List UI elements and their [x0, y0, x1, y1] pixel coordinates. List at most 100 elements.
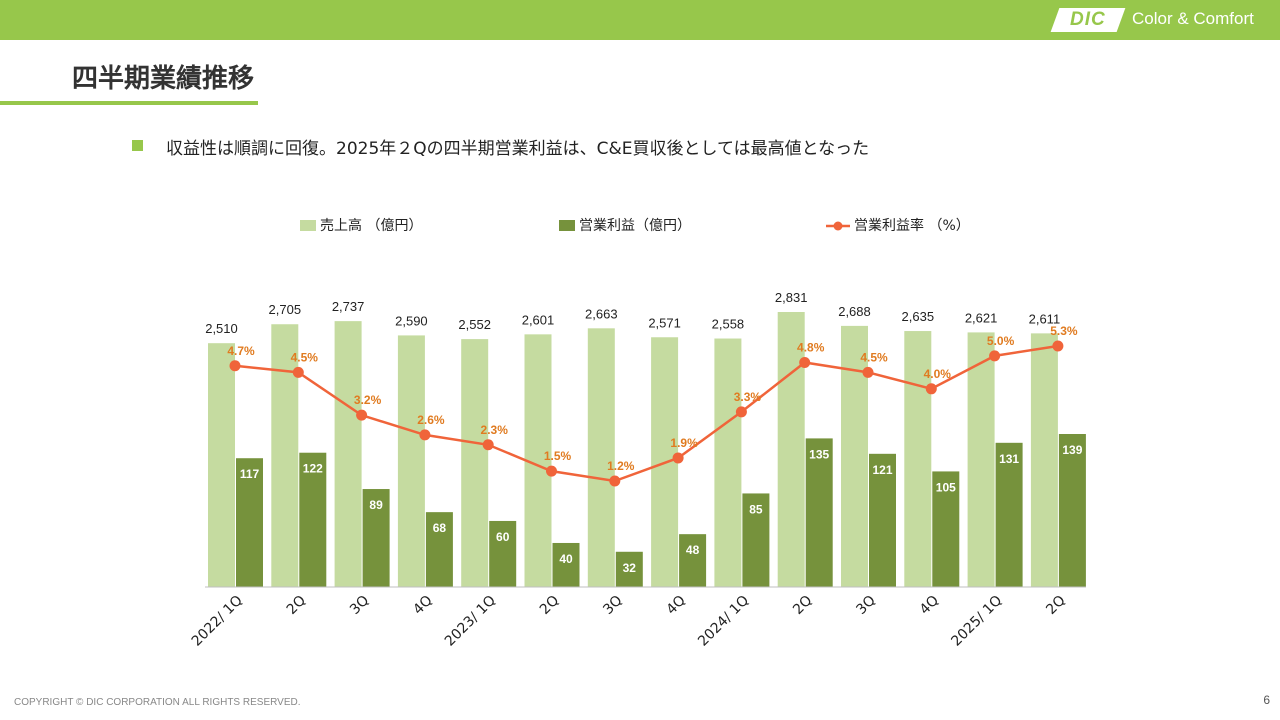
operating-margin-point [482, 439, 494, 451]
operating-margin-point [672, 452, 684, 464]
x-tick-label: 4Q [917, 593, 942, 618]
legend-label-operating-margin: 営業利益率 （%） [854, 217, 970, 234]
sales-bar [208, 343, 235, 587]
sales-value-label: 2,621 [965, 310, 998, 325]
operating-margin-line [229, 340, 1064, 487]
legend-swatch-sales [300, 220, 316, 231]
sales-value-label: 2,737 [332, 299, 365, 314]
operating-profit-bar [489, 520, 517, 587]
x-tick-label: 4Q [410, 593, 435, 618]
operating-profit-value-label: 122 [303, 462, 323, 476]
title-underline [0, 101, 258, 105]
data-labels: 2,510 117 2,705 122 2,737 89 2,590 68 2,552 60 2,6… [205, 290, 1083, 575]
sales-value-label: 2,688 [838, 304, 871, 319]
operating-margin-value-label: 1.2% [607, 459, 635, 473]
tagline: Color & Comfort [1132, 9, 1254, 28]
quarterly-performance-chart: 売上高 （億円） 営業利益（億円） 営業利益率 （%） 2,510 117 2,705 1… [189, 217, 1086, 650]
legend-swatch-operating-profit [559, 220, 575, 231]
bullet-text: 収益性は順調に回復。2025年２Qの四半期営業利益は、C&E買収後としては最高値… [166, 139, 870, 159]
operating-profit-value-label: 131 [999, 452, 1019, 466]
operating-profit-value-label: 135 [809, 447, 829, 461]
sales-value-label: 2,571 [648, 315, 681, 330]
sales-bar [587, 328, 615, 587]
operating-profit-bar [679, 534, 707, 587]
x-tick-labels: 2022/ 1Q 2Q 3Q 4Q 2023/ 1Q 2Q 3Q 4Q 2024/ 1Q 2Q 3Q… [189, 593, 1069, 650]
page-title: 四半期業績推移 [72, 64, 255, 94]
operating-profit-value-label: 117 [240, 467, 260, 481]
operating-profit-bar [742, 493, 770, 587]
chart-legend: 売上高 （億円） 営業利益（億円） 営業利益率 （%） [300, 217, 970, 234]
sales-value-label: 2,558 [712, 317, 745, 332]
operating-profit-bar [869, 453, 896, 587]
operating-profit-value-label: 48 [686, 543, 700, 557]
operating-margin-point [546, 465, 557, 477]
operating-margin-value-label: 3.2% [354, 393, 382, 407]
page-number: 6 [1263, 693, 1270, 707]
x-tick-label: 2022/ 1Q [189, 593, 246, 650]
operating-profit-value-label: 32 [623, 561, 637, 575]
sales-bar [397, 335, 425, 587]
sales-value-label: 2,705 [269, 302, 302, 317]
operating-profit-value-label: 68 [433, 521, 447, 535]
x-tick-label: 2025/ 1Q [948, 593, 1005, 650]
x-tick-label: 2Q [284, 593, 309, 618]
operating-margin-point [862, 366, 874, 378]
x-tick-label: 2024/ 1Q [695, 593, 752, 650]
operating-margin-point [799, 356, 811, 368]
operating-profit-bar [615, 551, 643, 587]
operating-margin-value-label: 2.3% [481, 423, 509, 437]
legend-label-sales: 売上高 （億円） [320, 217, 422, 234]
header-bar: DIC Color & Comfort [0, 0, 1280, 40]
operating-profit-bar [552, 542, 580, 587]
x-tick-label: 3Q [347, 593, 372, 618]
operating-margin-value-label: 4.8% [797, 340, 825, 354]
operating-profit-value-label: 60 [496, 530, 510, 544]
operating-margin-point [1052, 340, 1064, 352]
operating-profit-value-label: 40 [559, 552, 573, 566]
sales-bars [208, 312, 1058, 587]
operating-profit-bar [362, 489, 390, 587]
operating-profit-bar [425, 512, 453, 587]
operating-margin-point [356, 409, 368, 421]
operating-profit-bars [236, 434, 1086, 587]
sales-bar [904, 331, 932, 587]
operating-margin-value-label: 4.7% [227, 344, 255, 358]
legend-marker-operating-margin [833, 221, 843, 231]
sales-value-label: 2,635 [902, 309, 935, 324]
sales-value-label: 2,663 [585, 306, 618, 321]
operating-margin-value-label: 5.3% [1050, 324, 1078, 338]
sales-value-label: 2,510 [205, 321, 238, 336]
operating-margin-value-label: 1.9% [670, 436, 698, 450]
sales-value-label: 2,590 [395, 313, 428, 328]
operating-margin-point [292, 366, 304, 378]
operating-margin-point [609, 475, 621, 487]
sales-value-label: 2,831 [775, 290, 808, 305]
operating-margin-value-label: 4.0% [924, 367, 952, 381]
operating-margin-value-label: 1.5% [544, 449, 572, 463]
sales-value-label: 2,601 [522, 312, 555, 327]
sales-value-label: 2,552 [458, 317, 491, 332]
sales-bar [714, 338, 742, 587]
sales-bar [1030, 333, 1058, 587]
operating-margin-series-line [234, 344, 1059, 483]
operating-margin-value-label: 4.5% [291, 350, 319, 364]
operating-profit-bar [995, 442, 1023, 587]
operating-profit-value-label: 105 [936, 480, 956, 494]
operating-profit-value-label: 89 [369, 498, 383, 512]
sales-bar [777, 312, 805, 587]
operating-profit-value-label: 121 [872, 463, 892, 477]
x-tick-label: 3Q [600, 593, 625, 618]
operating-margin-point [419, 429, 431, 441]
x-tick-label: 2Q [790, 593, 815, 618]
operating-margin-point [735, 406, 747, 418]
operating-margin-value-label: 2.6% [417, 413, 445, 427]
sales-bar [334, 321, 362, 587]
copyright: COPYRIGHT © DIC CORPORATION ALL RIGHTS R… [14, 697, 301, 708]
operating-profit-value-label: 139 [1062, 443, 1082, 457]
operating-margin-point [229, 360, 241, 372]
operating-margin-point [925, 383, 937, 395]
x-tick-label: 2Q [1043, 593, 1068, 618]
operating-profit-bar [805, 438, 833, 587]
bullet-square-icon [132, 140, 143, 151]
operating-margin-point [989, 350, 1001, 362]
